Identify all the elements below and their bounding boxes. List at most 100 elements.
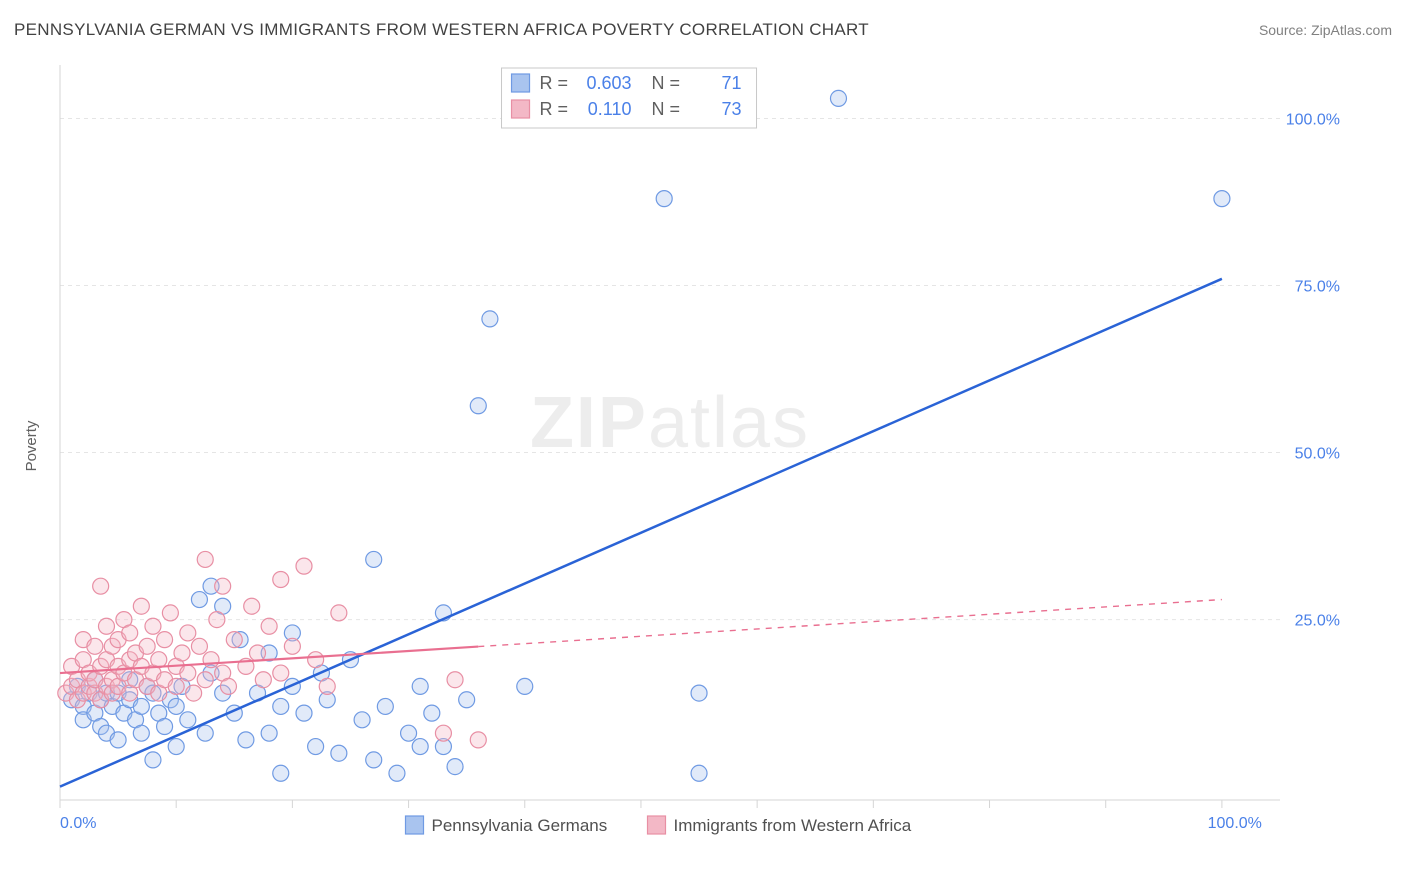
data-point	[186, 685, 202, 701]
data-point	[98, 618, 114, 634]
data-point	[168, 739, 184, 755]
data-point	[273, 698, 289, 714]
data-point	[319, 678, 335, 694]
data-point	[110, 732, 126, 748]
data-point	[133, 725, 149, 741]
data-point	[145, 618, 161, 634]
source-label: Source: ZipAtlas.com	[1259, 22, 1392, 38]
data-point	[273, 665, 289, 681]
legend-n-label: N =	[652, 73, 681, 93]
legend-swatch	[512, 100, 530, 118]
data-point	[366, 752, 382, 768]
data-point	[197, 551, 213, 567]
legend-bottom-label: Immigrants from Western Africa	[674, 816, 912, 835]
x-tick-label-right: 100.0%	[1208, 815, 1262, 832]
data-point	[459, 692, 475, 708]
data-point	[197, 725, 213, 741]
data-point	[691, 765, 707, 781]
data-point	[261, 618, 277, 634]
data-point	[273, 765, 289, 781]
data-point	[157, 632, 173, 648]
data-point	[296, 705, 312, 721]
trend-line-pa_germans	[60, 279, 1222, 787]
data-point	[157, 719, 173, 735]
data-point	[93, 578, 109, 594]
data-point	[261, 725, 277, 741]
data-point	[162, 605, 178, 621]
data-point	[203, 652, 219, 668]
data-point	[331, 745, 347, 761]
legend-n-label: N =	[652, 99, 681, 119]
y-tick-label: 25.0%	[1295, 613, 1340, 630]
data-point	[412, 678, 428, 694]
data-point	[308, 652, 324, 668]
legend-r-label: R =	[540, 99, 569, 119]
data-point	[133, 598, 149, 614]
data-point	[226, 632, 242, 648]
y-tick-label: 75.0%	[1295, 279, 1340, 296]
data-point	[435, 725, 451, 741]
data-point	[133, 698, 149, 714]
legend-swatch	[512, 74, 530, 92]
data-point	[308, 739, 324, 755]
watermark: ZIPatlas	[530, 383, 810, 463]
chart-title: PENNSYLVANIA GERMAN VS IMMIGRANTS FROM W…	[14, 20, 869, 40]
data-point	[401, 725, 417, 741]
chart-svg: 25.0% 50.0% 75.0% 100.0% 0.0% 100.0% ZIPatlas R…	[50, 55, 1350, 840]
legend-bottom-label: Pennsylvania Germans	[432, 816, 608, 835]
data-point	[220, 678, 236, 694]
data-point	[366, 551, 382, 567]
data-point	[296, 558, 312, 574]
data-point	[215, 578, 231, 594]
data-point	[122, 625, 138, 641]
data-point	[197, 672, 213, 688]
data-point	[180, 665, 196, 681]
data-point	[209, 612, 225, 628]
data-point	[354, 712, 370, 728]
legend-r-label: R =	[540, 73, 569, 93]
y-tick-label: 100.0%	[1286, 111, 1340, 128]
x-tick-label-left: 0.0%	[60, 815, 96, 832]
data-point	[238, 732, 254, 748]
legend-n-value: 71	[721, 73, 741, 93]
data-point	[1214, 191, 1230, 207]
data-point	[151, 652, 167, 668]
legend-r-value: 0.110	[588, 99, 632, 119]
data-point	[180, 625, 196, 641]
data-point	[447, 759, 463, 775]
data-point	[180, 712, 196, 728]
legend-n-value: 73	[721, 99, 741, 119]
data-point	[145, 752, 161, 768]
scatter-chart: 25.0% 50.0% 75.0% 100.0% 0.0% 100.0% ZIPatlas R…	[50, 55, 1350, 840]
legend-r-value: 0.603	[586, 73, 631, 93]
trend-line-dashed-western_africa	[478, 600, 1222, 647]
data-point	[250, 645, 266, 661]
data-point	[470, 732, 486, 748]
data-point	[517, 678, 533, 694]
data-point	[482, 311, 498, 327]
data-point	[424, 705, 440, 721]
data-point	[273, 572, 289, 588]
data-point	[412, 739, 428, 755]
y-tick-label: 50.0%	[1295, 446, 1340, 463]
data-point	[389, 765, 405, 781]
data-point	[447, 672, 463, 688]
data-point	[191, 638, 207, 654]
legend-bottom-swatch	[406, 816, 424, 834]
data-point	[656, 191, 672, 207]
data-point	[830, 90, 846, 106]
data-point	[87, 638, 103, 654]
data-point	[168, 678, 184, 694]
data-point	[470, 398, 486, 414]
data-point	[244, 598, 260, 614]
data-point	[377, 698, 393, 714]
data-point	[691, 685, 707, 701]
data-point	[284, 638, 300, 654]
data-point	[168, 698, 184, 714]
data-point	[255, 672, 271, 688]
y-axis-label: Poverty	[23, 421, 40, 472]
legend-bottom-swatch	[648, 816, 666, 834]
data-point	[331, 605, 347, 621]
data-point	[191, 592, 207, 608]
data-point	[139, 638, 155, 654]
